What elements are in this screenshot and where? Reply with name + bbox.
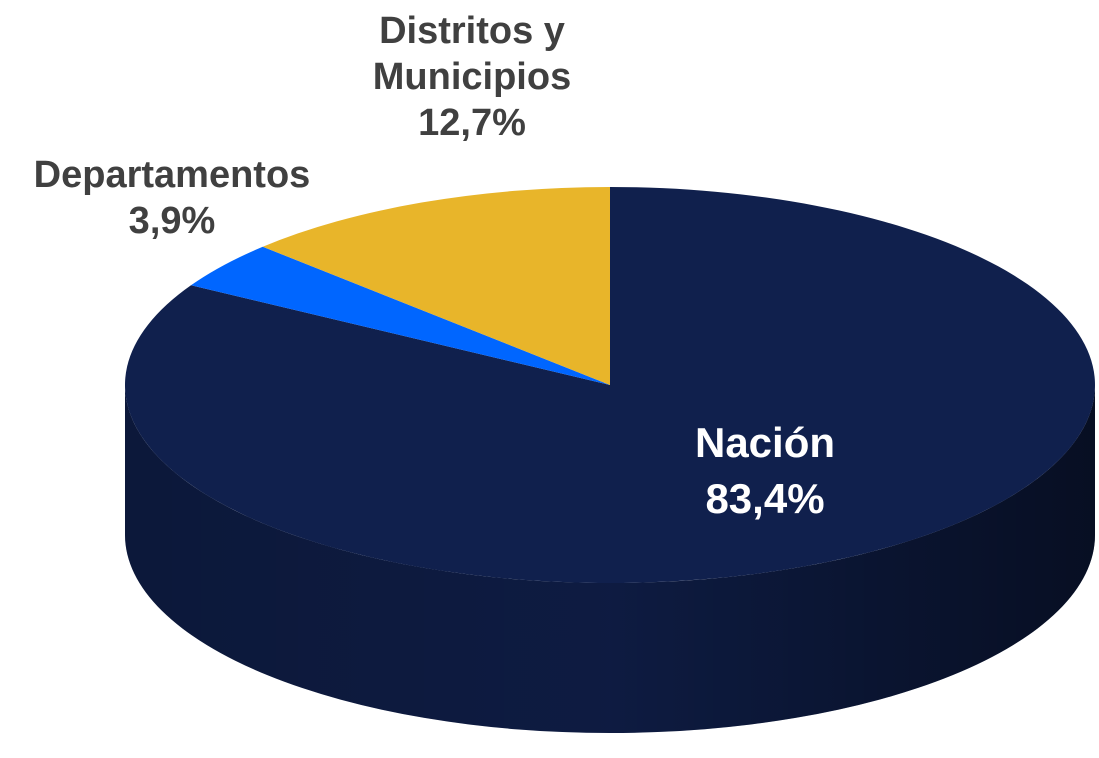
- slice: [262, 187, 610, 385]
- slice-side-shade: [125, 385, 1095, 733]
- value-label: 3,9%: [128, 200, 216, 242]
- category-label: Departamentos: [33, 154, 311, 196]
- data-label: Nación 83,4%: [695, 415, 835, 527]
- category-label: Nación: [694, 419, 836, 466]
- data-label: Departamentos 3,9%: [34, 152, 311, 244]
- category-label: Distritos y Municipios: [372, 10, 572, 98]
- slice: [125, 187, 1096, 583]
- value-label: 83,4%: [705, 475, 825, 522]
- value-label: 12,7%: [418, 102, 526, 144]
- data-label: Distritos y Municipios 12,7%: [347, 8, 597, 146]
- slice: [190, 246, 611, 385]
